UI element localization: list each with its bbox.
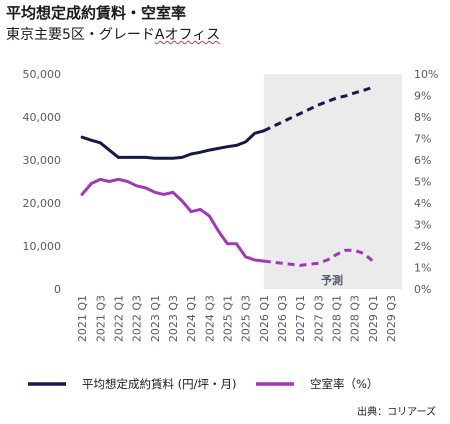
x-tick-label: 2023 Q3 [167,295,180,342]
y-left-tick-label: 50,000 [23,68,62,81]
x-tick-label: 2021 Q3 [94,295,107,342]
y-right-tick-label: 2% [414,240,431,253]
x-tick-label: 2027 Q3 [312,295,325,342]
series-layer [80,85,374,267]
chart-title: 平均想定成約賃料・空室率 [6,4,187,22]
y-left-tick-label: 30,000 [23,154,62,167]
subtitle-main: 東京主要5区・グレード [6,27,155,43]
x-tick-label: 2024 Q1 [185,295,198,342]
y-right-tick-label: 9% [414,90,431,103]
x-tick-label: 2025 Q1 [221,295,234,342]
x-tick-label: 2025 Q3 [240,295,253,342]
y-right-tick-label: 10% [414,68,438,81]
series-line-actual-1 [80,177,266,263]
y-right-tick-label: 1% [414,262,431,275]
y-right-tick-label: 6% [414,154,431,167]
x-tick-label: 2023 Q1 [149,295,162,342]
x-tick-label: 2029 Q1 [367,295,380,342]
x-tick-label: 2027 Q1 [294,295,307,342]
y-right-tick-label: 3% [414,219,431,232]
x-tick-label: 2022 Q1 [112,295,125,342]
forecast-label: 予測 [321,273,343,287]
x-tick-label: 2026 Q1 [258,295,271,342]
legend: 平均想定成約賃料 (円/坪・月) 空室率（%） [28,377,378,391]
legend-label: 平均想定成約賃料 (円/坪・月) [82,377,237,391]
series-line-actual-0 [80,129,266,160]
axis-layer: 0 10,000 20,000 30,000 40,000 50,000 0% 1% 2% 3% 4… [23,68,439,342]
y-right-tick-label: 8% [414,111,431,124]
y-right-tick-label: 5% [414,176,431,189]
forecast-region-layer: 予測 [263,74,402,289]
x-tick-label: 2028 Q1 [330,295,343,342]
legend-label: 空室率（%） [310,377,378,391]
x-tick-label: 2026 Q3 [276,295,289,342]
y-left-tick-label: 10,000 [23,240,62,253]
forecast-region [263,74,402,289]
y-left-tick-label: 0 [54,283,61,296]
subtitle-tail: Aオフィス [154,27,221,43]
series-line-forecast-0 [263,85,374,133]
x-tick-label: 2021 Q1 [76,295,89,342]
x-tick-label: 2028 Q3 [349,295,362,342]
y-right-tick-label: 0% [414,283,431,296]
x-tick-label: 2024 Q3 [203,295,216,342]
y-left-tick-label: 20,000 [23,197,62,210]
series-line-forecast-1 [263,248,374,267]
y-right-tick-label: 4% [414,197,431,210]
x-tick-label: 2022 Q3 [131,295,144,342]
y-left-tick-label: 40,000 [23,111,62,124]
x-tick-label: 2029 Q3 [385,295,398,342]
y-right-tick-label: 7% [414,133,431,146]
chart-subtitle: 東京主要5区・グレードAオフィス [6,24,220,44]
source-note: 出典：コリアーズ [357,407,436,418]
